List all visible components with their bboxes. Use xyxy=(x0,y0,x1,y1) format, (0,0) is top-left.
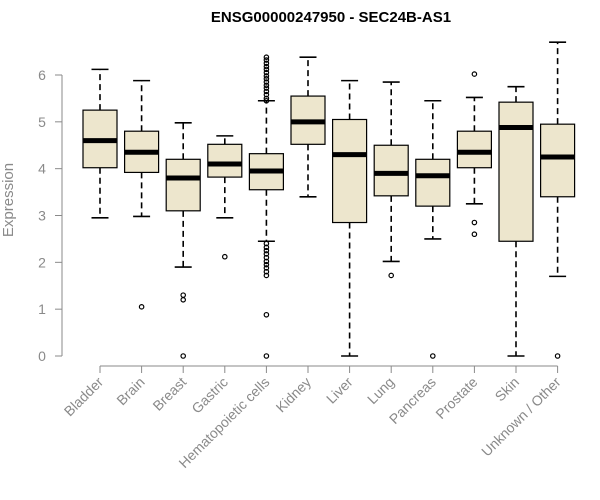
box-kidney xyxy=(290,56,326,198)
outlier-point xyxy=(263,265,270,271)
box-prostate xyxy=(456,71,492,238)
box-gastric xyxy=(207,135,243,260)
outlier-point xyxy=(263,95,270,102)
box-iqr xyxy=(373,144,409,197)
outlier-point xyxy=(263,69,270,76)
x-tick-label: Bladder xyxy=(61,374,107,420)
x-tick-label: Liver xyxy=(323,374,356,407)
outlier-point xyxy=(263,272,270,279)
outlier-point xyxy=(263,244,270,251)
x-tick-label: Skin xyxy=(492,374,523,405)
outlier-point xyxy=(263,88,270,95)
outlier-point xyxy=(263,247,270,254)
box-skin xyxy=(498,85,534,357)
outlier-point xyxy=(471,219,478,226)
outlier-point xyxy=(263,57,270,63)
y-tick-label: 3 xyxy=(38,208,46,224)
x-tick-label: Prostate xyxy=(432,374,480,422)
outlier-point xyxy=(263,258,270,265)
box-iqr xyxy=(207,143,243,178)
outlier-point xyxy=(471,71,478,77)
box-pancreas xyxy=(415,99,451,359)
y-tick-label: 0 xyxy=(38,348,46,364)
outlier-point xyxy=(263,75,270,82)
outlier-point xyxy=(263,82,270,89)
outlier-point xyxy=(263,63,270,70)
outlier-point xyxy=(263,268,270,275)
outlier-point xyxy=(429,353,436,359)
box-iqr xyxy=(415,158,451,207)
outlier-point xyxy=(554,353,561,359)
box-iqr xyxy=(498,101,534,242)
x-tick-label: Lung xyxy=(364,374,397,407)
y-tick-label: 2 xyxy=(38,254,46,270)
box-brain xyxy=(123,79,160,310)
outlier-point xyxy=(263,91,270,98)
box-liver xyxy=(332,79,368,357)
y-tick-label: 1 xyxy=(38,301,46,317)
y-tick-label: 5 xyxy=(38,114,46,130)
box-iqr xyxy=(456,130,492,169)
outlier-point xyxy=(388,272,395,279)
outlier-point xyxy=(138,304,145,310)
chart-title: ENSG00000247950 - SEC24B-AS1 xyxy=(211,9,451,26)
outlier-point xyxy=(263,66,270,73)
outlier-point xyxy=(263,97,270,104)
outlier-point xyxy=(471,231,478,238)
x-tick-label: Kidney xyxy=(273,374,315,416)
box-iqr xyxy=(165,158,201,212)
outlier-point xyxy=(263,251,270,257)
boxes xyxy=(82,41,576,359)
box-breast xyxy=(165,121,201,359)
outlier-point xyxy=(263,54,270,61)
outlier-point xyxy=(222,253,228,260)
box-hematopoietic-cells xyxy=(248,54,284,359)
outlier-point xyxy=(263,353,270,359)
outlier-point xyxy=(263,60,270,67)
outlier-point xyxy=(263,261,270,268)
box-iqr xyxy=(539,123,576,198)
box-unknown-other xyxy=(539,41,576,359)
outlier-point xyxy=(263,240,270,247)
y-tick-label: 4 xyxy=(38,161,46,177)
outlier-point xyxy=(180,292,187,298)
x-tick-label: Brain xyxy=(113,374,147,408)
outlier-point xyxy=(180,296,187,303)
box-bladder xyxy=(82,68,118,219)
outlier-point xyxy=(263,73,270,79)
outlier-point xyxy=(180,353,187,359)
x-tick-label: Breast xyxy=(149,374,189,414)
y-axis-label: Expression xyxy=(0,163,17,237)
outlier-point xyxy=(263,254,270,261)
box-lung xyxy=(373,81,409,279)
x-tick-label: Unknown / Other xyxy=(478,374,564,460)
outlier-point xyxy=(263,85,270,91)
y-axis: 0 1 2 3 4 5 6 xyxy=(38,67,63,364)
outlier-point xyxy=(263,311,270,318)
outlier-point xyxy=(263,79,270,85)
box-iqr xyxy=(332,118,368,224)
y-tick-label: 6 xyxy=(38,67,46,83)
